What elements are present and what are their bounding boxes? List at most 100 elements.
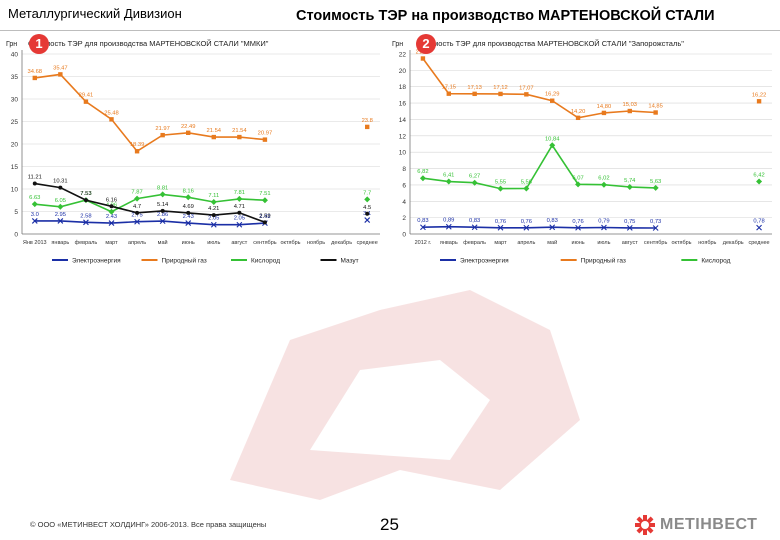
chart1-point xyxy=(237,210,242,215)
chart1-title: Стоимость ТЭР для производства МАРТЕНОВС… xyxy=(28,39,269,48)
chart2-point xyxy=(626,184,633,191)
chart2-ytick-label: 12 xyxy=(399,133,407,140)
chart2-data-label: 14,20 xyxy=(571,109,586,115)
chart1-data-label: 7.11 xyxy=(208,193,219,199)
chart2-data-label: 0,76 xyxy=(521,219,532,225)
chart1-point xyxy=(185,194,192,201)
logo-text: МЕТІНВЕСТ xyxy=(660,516,758,533)
chart2-point xyxy=(446,91,451,96)
chart2-point xyxy=(575,115,581,121)
chart2-data-label: 0,76 xyxy=(495,219,506,225)
chart1-data-label: 2.58 xyxy=(80,213,91,219)
chart1-point xyxy=(134,195,141,202)
chart1-xtick-label: июль xyxy=(207,240,220,246)
chart2-xtick-label: март xyxy=(494,240,507,246)
chart1-point xyxy=(109,117,114,122)
chart2-point xyxy=(627,108,632,114)
chart1-xtick-label: октябрь xyxy=(280,240,300,246)
company-logo: МЕТІНВЕСТ xyxy=(634,513,757,537)
chart2-series-line xyxy=(422,143,656,190)
chart-mmki: Стоимость ТЭР для производства МАРТЕНОВС… xyxy=(4,34,384,274)
chart2-data-label: 15,03 xyxy=(623,102,638,108)
chart1-point xyxy=(236,195,243,202)
chart1-data-label: 2.43 xyxy=(183,214,194,220)
chart1-data-label: 2.42 xyxy=(259,214,270,220)
chart2-point xyxy=(445,223,452,230)
chart1-xtick-label: август xyxy=(231,240,247,246)
chart1-point xyxy=(262,137,268,142)
chart1-xtick-label: Янв 2013 xyxy=(23,240,47,246)
chart2-point xyxy=(652,225,659,231)
chart1-point xyxy=(185,220,192,226)
chart2-data-label: 16,29 xyxy=(545,92,560,98)
chart1-data-label: 34.68 xyxy=(28,69,43,75)
chart2-point xyxy=(600,181,607,188)
chart1-point xyxy=(57,218,64,224)
chart2-xtick-label: 2012 г. xyxy=(415,240,432,246)
chart1-data-label: 6.05 xyxy=(55,198,66,204)
chart2-xtick-label: апрель xyxy=(517,240,535,246)
chart2-legend-label: Природный газ xyxy=(581,257,626,265)
chart2-xtick-label: май xyxy=(547,239,557,246)
chart1-data-label: 2.75 xyxy=(131,213,142,219)
chart2-data-label: 14,85 xyxy=(648,104,663,110)
chart2-ytick-label: 22 xyxy=(399,52,407,59)
chart2-point xyxy=(497,185,504,192)
chart1-ytick-label: 40 xyxy=(11,52,19,59)
chart-zaporozhstal-svg: Стоимость ТЭР для производства МАРТЕНОВС… xyxy=(392,39,772,265)
chart1-point xyxy=(159,191,166,198)
chart2-data-label: 16,22 xyxy=(752,92,767,98)
chart2-point xyxy=(550,98,555,103)
chart2-data-label: 0,73 xyxy=(650,219,661,225)
chart2-xtick-label: июль xyxy=(597,240,610,246)
chart2-data-label: 6,02 xyxy=(598,176,609,182)
chart1-point xyxy=(83,198,88,203)
chart2-data-label: 17,15 xyxy=(442,85,457,91)
chart1-legend-label: Электроэнергия xyxy=(72,258,121,265)
chart2-point xyxy=(523,185,530,192)
chart1-point xyxy=(210,221,217,228)
chart2-point xyxy=(471,179,478,186)
chart2-data-label: 17,13 xyxy=(467,85,482,91)
chart2-point xyxy=(524,92,529,97)
chart1-ytick-label: 20 xyxy=(11,142,19,149)
division-title: Металлургический Дивизион xyxy=(8,6,182,21)
chart1-series-line xyxy=(34,220,265,226)
chart1-data-label: 3.0 xyxy=(31,212,39,218)
chart1-point xyxy=(134,149,140,154)
chart1-xtick-label: июнь xyxy=(182,240,195,246)
chart1-data-label: 6.63 xyxy=(29,195,40,201)
chart2-legend-label: Кислород xyxy=(701,258,730,265)
chart1-point xyxy=(134,218,140,225)
chart2-point xyxy=(549,224,556,231)
chart1-data-label: 8.16 xyxy=(183,188,194,194)
chart1-point xyxy=(236,221,243,228)
chart1-series-line xyxy=(34,193,265,213)
chart2-point xyxy=(419,175,426,182)
chart1-xtick-label: среднее xyxy=(357,240,378,246)
chart2-data-label: 14,80 xyxy=(597,104,612,110)
chart1-point xyxy=(365,211,370,216)
chart2-xtick-label: среднее xyxy=(749,240,770,246)
chart1-legend-label: Мазут xyxy=(341,258,359,265)
chart1-xtick-label: декабрь xyxy=(331,240,352,246)
chart1-legend-label: Кислород xyxy=(251,258,280,265)
chart1-data-label: 2.05 xyxy=(208,216,219,222)
badge-1: 1 xyxy=(29,34,49,54)
chart1-point xyxy=(109,204,114,209)
chart2-data-label: 17,07 xyxy=(519,85,534,91)
chart2-ytick-label: 14 xyxy=(399,117,407,124)
chart-mmki-svg: Стоимость ТЭР для производства МАРТЕНОВС… xyxy=(6,39,380,265)
chart2-data-label: 0,83 xyxy=(417,218,428,224)
chart1-data-label: 2.05 xyxy=(234,216,245,222)
chart1-data-label: 35.47 xyxy=(53,65,68,71)
chart2-xtick-label: февраль xyxy=(463,240,486,246)
chart2-ytick-label: 2 xyxy=(402,215,406,222)
chart1-point xyxy=(160,132,165,138)
chart1-xtick-label: март xyxy=(105,240,118,246)
chart2-data-label: 6,07 xyxy=(572,175,583,181)
chart1-legend-label: Природный газ xyxy=(162,257,207,265)
chart2-point xyxy=(653,110,658,115)
chart2-point xyxy=(601,110,607,116)
chart2-ytick-label: 0 xyxy=(402,232,406,239)
